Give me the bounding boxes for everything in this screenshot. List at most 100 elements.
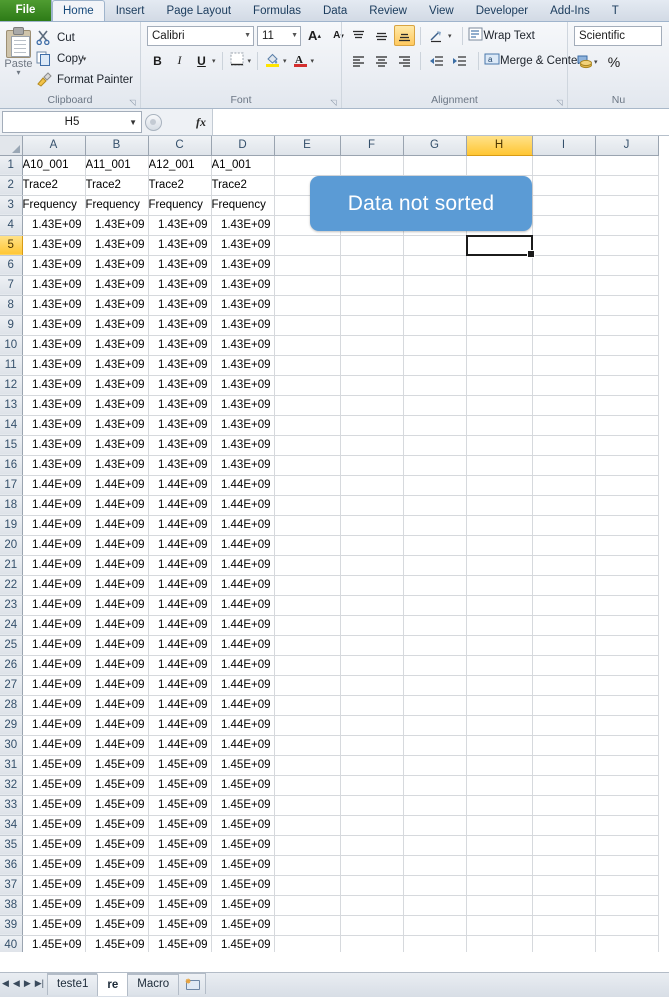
cell-F26[interactable]	[340, 655, 404, 676]
cell-B10[interactable]: 1.43E+09	[85, 335, 149, 356]
cell-G15[interactable]	[403, 435, 467, 456]
cell-I29[interactable]	[532, 715, 596, 736]
cell-D21[interactable]: 1.44E+09	[211, 555, 275, 576]
column-header-D[interactable]: D	[211, 136, 275, 156]
cell-D3[interactable]: Frequency	[211, 195, 275, 216]
row-header-25[interactable]: 25	[0, 635, 23, 656]
cell-F27[interactable]	[340, 675, 404, 696]
cell-F10[interactable]	[340, 335, 404, 356]
cell-I24[interactable]	[532, 615, 596, 636]
ribbon-tab-t[interactable]: T	[611, 5, 619, 17]
align-right-button[interactable]	[394, 50, 415, 71]
cell-H18[interactable]	[466, 495, 533, 516]
cell-J36[interactable]	[595, 855, 659, 876]
chevron-down-icon[interactable]: ▼	[291, 32, 298, 39]
cell-G12[interactable]	[403, 375, 467, 396]
ribbon-tab-formulas[interactable]: Formulas	[253, 5, 301, 17]
cell-D15[interactable]: 1.43E+09	[211, 435, 275, 456]
increase-indent-button[interactable]	[449, 50, 470, 71]
cell-B40[interactable]: 1.45E+09	[85, 935, 149, 952]
cell-F33[interactable]	[340, 795, 404, 816]
cell-I23[interactable]	[532, 595, 596, 616]
cell-D25[interactable]: 1.44E+09	[211, 635, 275, 656]
cell-I13[interactable]	[532, 395, 596, 416]
align-bottom-button[interactable]	[394, 25, 415, 46]
cell-B21[interactable]: 1.44E+09	[85, 555, 149, 576]
cell-D34[interactable]: 1.45E+09	[211, 815, 275, 836]
row-header-40[interactable]: 40	[0, 935, 23, 952]
cell-G24[interactable]	[403, 615, 467, 636]
column-header-A[interactable]: A	[22, 136, 86, 156]
cell-F38[interactable]	[340, 895, 404, 916]
cell-E7[interactable]	[274, 275, 341, 296]
cell-D31[interactable]: 1.45E+09	[211, 755, 275, 776]
cell-I9[interactable]	[532, 315, 596, 336]
cell-G18[interactable]	[403, 495, 467, 516]
cell-C25[interactable]: 1.44E+09	[148, 635, 212, 656]
cell-A14[interactable]: 1.43E+09	[22, 415, 86, 436]
cell-H28[interactable]	[466, 695, 533, 716]
cell-I34[interactable]	[532, 815, 596, 836]
bold-button[interactable]: B	[147, 50, 168, 71]
cell-E29[interactable]	[274, 715, 341, 736]
insert-function-icon[interactable]: fx	[196, 114, 206, 129]
cell-B37[interactable]: 1.45E+09	[85, 875, 149, 896]
cell-H35[interactable]	[466, 835, 533, 856]
cell-I22[interactable]	[532, 575, 596, 596]
cell-J29[interactable]	[595, 715, 659, 736]
cell-D26[interactable]: 1.44E+09	[211, 655, 275, 676]
grow-font-button[interactable]: A ▴	[308, 28, 321, 43]
cell-A22[interactable]: 1.44E+09	[22, 575, 86, 596]
cell-G30[interactable]	[403, 735, 467, 756]
cell-I4[interactable]	[532, 215, 596, 236]
cell-C28[interactable]: 1.44E+09	[148, 695, 212, 716]
cell-C24[interactable]: 1.44E+09	[148, 615, 212, 636]
cell-B35[interactable]: 1.45E+09	[85, 835, 149, 856]
cell-I15[interactable]	[532, 435, 596, 456]
cell-H25[interactable]	[466, 635, 533, 656]
cell-E16[interactable]	[274, 455, 341, 476]
cell-B36[interactable]: 1.45E+09	[85, 855, 149, 876]
cell-H14[interactable]	[466, 415, 533, 436]
cell-C10[interactable]: 1.43E+09	[148, 335, 212, 356]
cell-E1[interactable]	[274, 155, 341, 176]
cell-D13[interactable]: 1.43E+09	[211, 395, 275, 416]
cell-I16[interactable]	[532, 455, 596, 476]
row-header-35[interactable]: 35	[0, 835, 23, 856]
cell-I26[interactable]	[532, 655, 596, 676]
cell-B7[interactable]: 1.43E+09	[85, 275, 149, 296]
cell-B31[interactable]: 1.45E+09	[85, 755, 149, 776]
cell-D5[interactable]: 1.43E+09	[211, 235, 275, 256]
chevron-down-icon[interactable]: ▾	[448, 32, 452, 40]
cell-E12[interactable]	[274, 375, 341, 396]
cell-C36[interactable]: 1.45E+09	[148, 855, 212, 876]
cell-J18[interactable]	[595, 495, 659, 516]
cell-F14[interactable]	[340, 415, 404, 436]
cell-D2[interactable]: Trace2	[211, 175, 275, 196]
cell-D24[interactable]: 1.44E+09	[211, 615, 275, 636]
cell-F34[interactable]	[340, 815, 404, 836]
cell-F25[interactable]	[340, 635, 404, 656]
cell-D12[interactable]: 1.43E+09	[211, 375, 275, 396]
sheet-tab-teste1[interactable]: teste1	[47, 973, 99, 995]
cell-C31[interactable]: 1.45E+09	[148, 755, 212, 776]
accounting-format-button[interactable]	[574, 51, 595, 72]
row-header-1[interactable]: 1	[0, 155, 23, 176]
cell-E28[interactable]	[274, 695, 341, 716]
cell-J37[interactable]	[595, 875, 659, 896]
wrap-text-button[interactable]: Wrap Text	[468, 25, 535, 46]
cell-D36[interactable]: 1.45E+09	[211, 855, 275, 876]
cell-A33[interactable]: 1.45E+09	[22, 795, 86, 816]
chevron-down-icon[interactable]: ▾	[82, 55, 87, 63]
cell-A29[interactable]: 1.44E+09	[22, 715, 86, 736]
cell-H5[interactable]	[466, 235, 533, 256]
cell-A20[interactable]: 1.44E+09	[22, 535, 86, 556]
cell-A2[interactable]: Trace2	[22, 175, 86, 196]
cell-G7[interactable]	[403, 275, 467, 296]
column-header-J[interactable]: J	[595, 136, 659, 156]
row-header-28[interactable]: 28	[0, 695, 23, 716]
cell-B39[interactable]: 1.45E+09	[85, 915, 149, 936]
row-header-23[interactable]: 23	[0, 595, 23, 616]
cell-F6[interactable]	[340, 255, 404, 276]
cell-J34[interactable]	[595, 815, 659, 836]
